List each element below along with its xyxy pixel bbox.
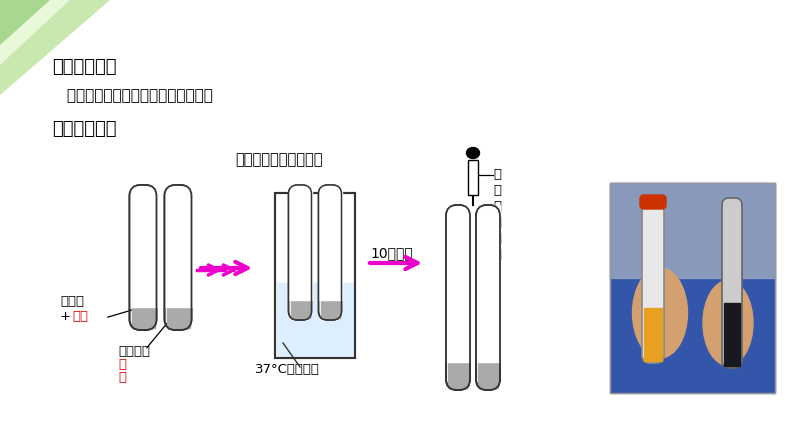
Text: 二、作出假设: 二、作出假设	[52, 58, 117, 76]
Text: 淀粉糊: 淀粉糊	[60, 295, 84, 308]
Text: 水: 水	[118, 371, 126, 384]
Bar	[167, 305, 190, 328]
Bar	[132, 305, 155, 328]
Ellipse shape	[703, 281, 753, 366]
FancyBboxPatch shape	[318, 185, 341, 320]
Text: 10分钟后: 10分钟后	[370, 246, 413, 260]
FancyBboxPatch shape	[446, 205, 470, 390]
FancyBboxPatch shape	[642, 203, 664, 363]
FancyBboxPatch shape	[288, 185, 311, 320]
Bar	[275, 193, 355, 358]
Text: +: +	[60, 310, 71, 323]
Bar	[468, 160, 478, 195]
Polygon shape	[0, 0, 110, 95]
Bar	[644, 308, 662, 361]
Text: A: A	[453, 210, 462, 223]
Bar	[291, 298, 310, 318]
Bar	[610, 183, 775, 393]
Text: 分
别
滴
加
碘
液: 分 别 滴 加 碘 液	[493, 168, 501, 261]
Text: B: B	[326, 189, 334, 202]
Text: 唾液能起到分解馒头中淀粉的作用。: 唾液能起到分解馒头中淀粉的作用。	[62, 88, 213, 103]
Bar	[288, 185, 311, 300]
Text: 清: 清	[118, 358, 126, 371]
Bar	[446, 205, 470, 362]
Bar	[321, 298, 340, 318]
Bar	[476, 205, 500, 362]
Bar	[275, 193, 355, 358]
Bar	[164, 185, 191, 307]
Bar	[478, 360, 498, 388]
Bar	[318, 185, 341, 300]
Bar	[277, 283, 353, 356]
FancyBboxPatch shape	[164, 185, 191, 330]
Bar	[610, 183, 775, 393]
Ellipse shape	[467, 148, 480, 159]
Text: A: A	[139, 190, 147, 203]
Text: 淀粉糊＋: 淀粉糊＋	[118, 345, 150, 358]
Text: B: B	[174, 190, 183, 203]
Polygon shape	[0, 0, 70, 65]
Text: 三、设计实验: 三、设计实验	[52, 120, 117, 138]
Bar	[724, 303, 740, 366]
Text: B: B	[484, 210, 492, 223]
Text: A: A	[296, 189, 304, 202]
Text: 提示：淀粉遇碘液变蓝: 提示：淀粉遇碘液变蓝	[235, 152, 322, 167]
Ellipse shape	[633, 268, 688, 358]
FancyBboxPatch shape	[129, 185, 156, 330]
FancyBboxPatch shape	[640, 195, 666, 209]
Text: 唾液: 唾液	[72, 310, 88, 323]
Bar	[448, 360, 468, 388]
FancyBboxPatch shape	[722, 198, 742, 368]
Text: 37°C水浴加热: 37°C水浴加热	[255, 363, 320, 376]
Bar	[129, 185, 156, 307]
Polygon shape	[0, 0, 50, 45]
Bar	[610, 183, 775, 278]
FancyBboxPatch shape	[476, 205, 500, 390]
